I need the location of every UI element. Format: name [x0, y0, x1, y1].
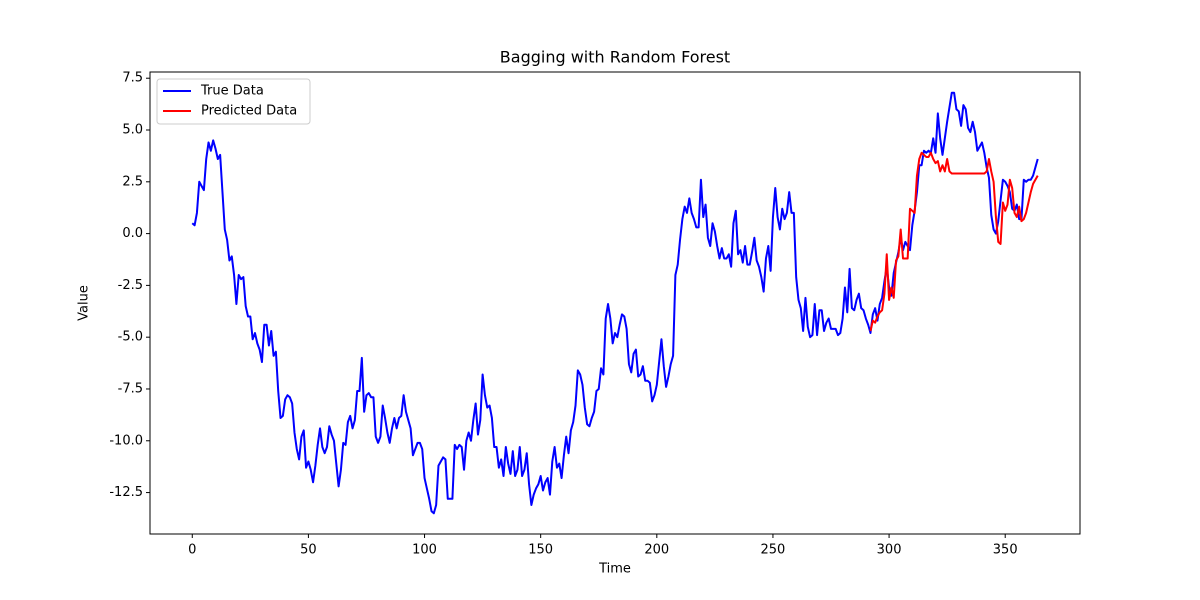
y-tick-label: -12.5: [109, 485, 143, 500]
x-tick-label: 300: [877, 543, 902, 558]
legend-label: Predicted Data: [201, 104, 297, 119]
legend-box: [156, 78, 311, 125]
x-tick-label: 0: [188, 543, 196, 558]
x-tick-label: 100: [412, 543, 437, 558]
plot-frame: [149, 71, 1081, 535]
y-tick-label: -2.5: [118, 278, 143, 293]
y-tick-label: 5.0: [122, 123, 143, 138]
chart-title: Bagging with Random Forest: [500, 48, 730, 67]
data-line: [191, 91, 1039, 515]
x-tick-label: 200: [644, 543, 669, 558]
y-tick-label: 0.0: [122, 226, 143, 241]
x-tick-label: 350: [993, 543, 1018, 558]
x-tick-label: 250: [761, 543, 786, 558]
y-tick-label: 7.5: [122, 71, 143, 86]
y-tick-label: -5.0: [118, 330, 143, 345]
y-tick-label: -7.5: [118, 381, 143, 396]
x-tick-label: 150: [528, 543, 553, 558]
data-line: [869, 151, 1039, 332]
x-axis-label: Time: [598, 562, 631, 577]
x-tick-label: 50: [300, 543, 317, 558]
legend-label: True Data: [200, 84, 264, 99]
y-tick-label: 2.5: [122, 174, 143, 189]
y-axis-label: Value: [77, 285, 92, 321]
y-tick-label: -10.0: [109, 433, 143, 448]
